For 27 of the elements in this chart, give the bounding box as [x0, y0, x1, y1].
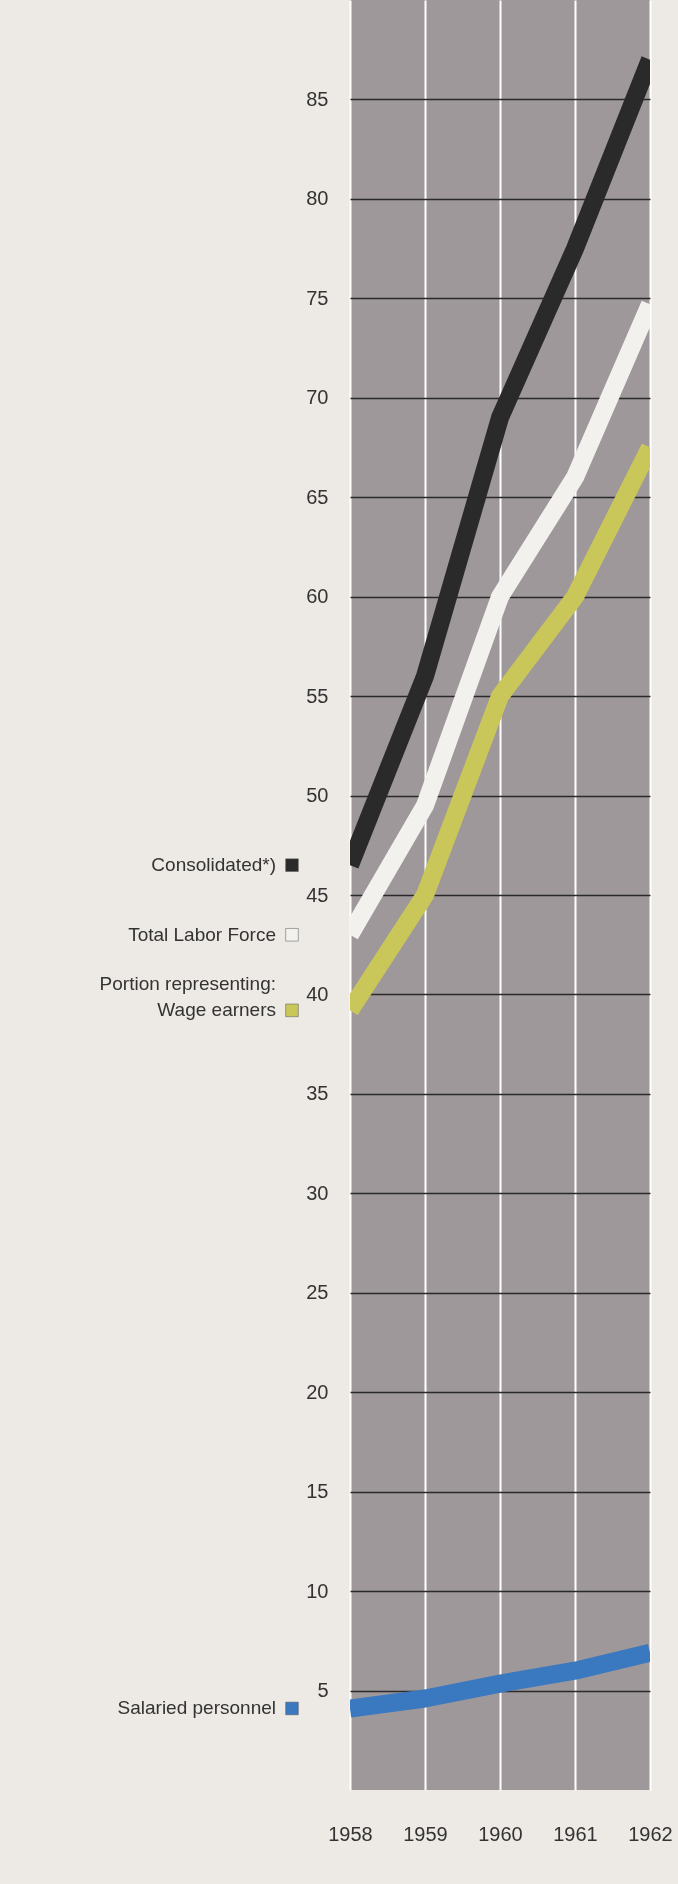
- x-tick-label: 1958: [328, 1822, 373, 1845]
- legend-label: Consolidated*): [151, 854, 276, 876]
- y-tick-label: 25: [306, 1281, 329, 1304]
- y-tick-label: 15: [306, 1480, 329, 1503]
- x-tick-label: 1962: [628, 1822, 673, 1845]
- y-tick-label: 10: [306, 1579, 329, 1602]
- y-tick-label: 85: [306, 87, 329, 110]
- y-tick-label: 75: [306, 286, 329, 309]
- x-tick-label: 1960: [478, 1822, 523, 1845]
- y-tick-label: 50: [306, 784, 329, 807]
- y-tick-label: 30: [306, 1181, 329, 1204]
- y-tick-label: 20: [306, 1380, 329, 1403]
- x-tick-label: 1959: [403, 1822, 448, 1845]
- text: Portion representing:: [99, 973, 276, 995]
- y-tick-label: 35: [306, 1082, 329, 1105]
- y-tick-label: 5: [317, 1679, 329, 1702]
- legend-label: Salaried personnel: [117, 1697, 276, 1719]
- y-tick-label: 45: [306, 883, 329, 906]
- y-tick-label: 55: [306, 684, 329, 707]
- y-tick-label: 40: [306, 982, 329, 1005]
- y-tick-label: 80: [306, 187, 329, 210]
- legend-label: Total Labor Force: [128, 923, 276, 945]
- y-tick-label: 60: [306, 585, 329, 608]
- y-tick-label: 70: [306, 386, 329, 409]
- legend-label: Wage earners: [157, 999, 276, 1021]
- y-tick-label: 65: [306, 485, 329, 508]
- x-tick-label: 1961: [553, 1822, 598, 1845]
